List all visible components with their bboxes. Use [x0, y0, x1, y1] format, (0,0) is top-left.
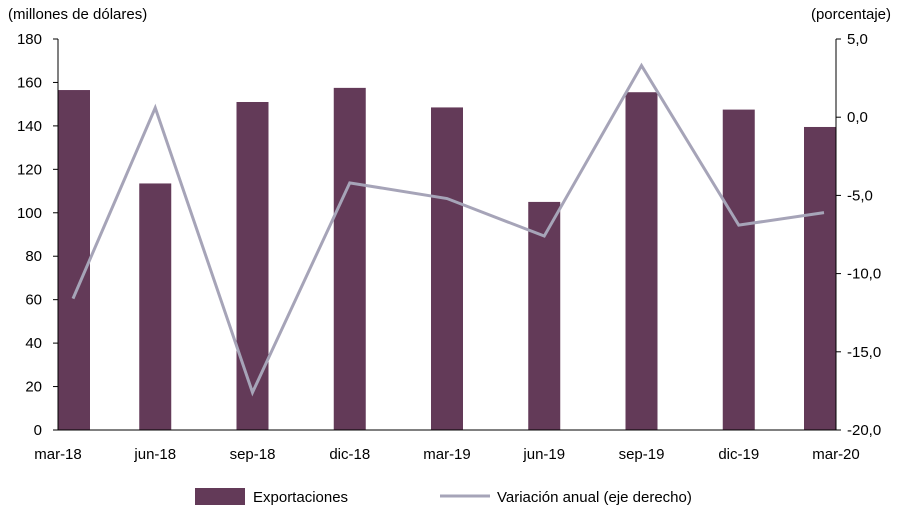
- left-tick-label: 160: [17, 74, 42, 91]
- bar-jun-18: [139, 183, 172, 430]
- bar-mar-18: [58, 90, 90, 430]
- left-tick-label: 120: [17, 161, 42, 178]
- x-tick-labels: mar-18 jun-18 sep-18 dic-18 mar-19 jun-19 sep-…: [34, 446, 860, 463]
- x-tick-label: mar-19: [423, 446, 471, 463]
- x-tick-label: mar-20: [812, 446, 860, 463]
- bar-dic-19: [722, 109, 755, 430]
- line-layer: [71, 62, 825, 397]
- bar-sep-18: [236, 101, 269, 430]
- right-tick-label: -20,0: [847, 422, 881, 439]
- bar-dic-18: [333, 87, 366, 430]
- x-tick-label: dic-19: [718, 446, 759, 463]
- line-variacion-anual: [71, 62, 825, 397]
- x-tick-label: jun-18: [133, 446, 176, 463]
- right-tick-label: -15,0: [847, 344, 881, 361]
- right-tick-label: 0,0: [847, 109, 868, 126]
- left-tick-label: 0: [34, 422, 42, 439]
- left-tick-label: 40: [25, 335, 42, 352]
- bar-jun-19: [528, 201, 561, 430]
- x-tick-label: jun-19: [522, 446, 565, 463]
- bar-mar-19: [431, 107, 463, 431]
- left-tick-label: 140: [17, 118, 42, 135]
- x-tick-label: dic-18: [329, 446, 370, 463]
- x-tick-label: sep-19: [619, 446, 665, 463]
- right-tick-label: 5,0: [847, 31, 868, 48]
- axes-layer: 0 20 40 60 80 100 120 140 160 180 -20,0 -15,0 -10,0 -…: [17, 31, 881, 439]
- legend-bar-swatch: [195, 488, 245, 505]
- legend: Exportaciones Variación anual (eje derec…: [195, 488, 692, 506]
- left-tick-label: 20: [25, 379, 42, 396]
- bar-mar-20: [804, 126, 836, 430]
- bar-sep-19: [625, 92, 658, 430]
- right-axis-label: (porcentaje): [811, 6, 891, 23]
- left-tick-label: 180: [17, 31, 42, 48]
- x-tick-label: mar-18: [34, 446, 82, 463]
- bars-layer: [58, 87, 836, 431]
- left-axis-label: (millones de dólares): [8, 6, 147, 23]
- x-tick-label: sep-18: [230, 446, 276, 463]
- legend-bar-label: Exportaciones: [253, 489, 348, 506]
- right-tick-label: -5,0: [847, 187, 873, 204]
- left-tick-label: 100: [17, 205, 42, 222]
- legend-line-label: Variación anual (eje derecho): [497, 489, 692, 506]
- left-tick-label: 60: [25, 292, 42, 309]
- left-tick-label: 80: [25, 248, 42, 265]
- right-tick-label: -10,0: [847, 266, 881, 283]
